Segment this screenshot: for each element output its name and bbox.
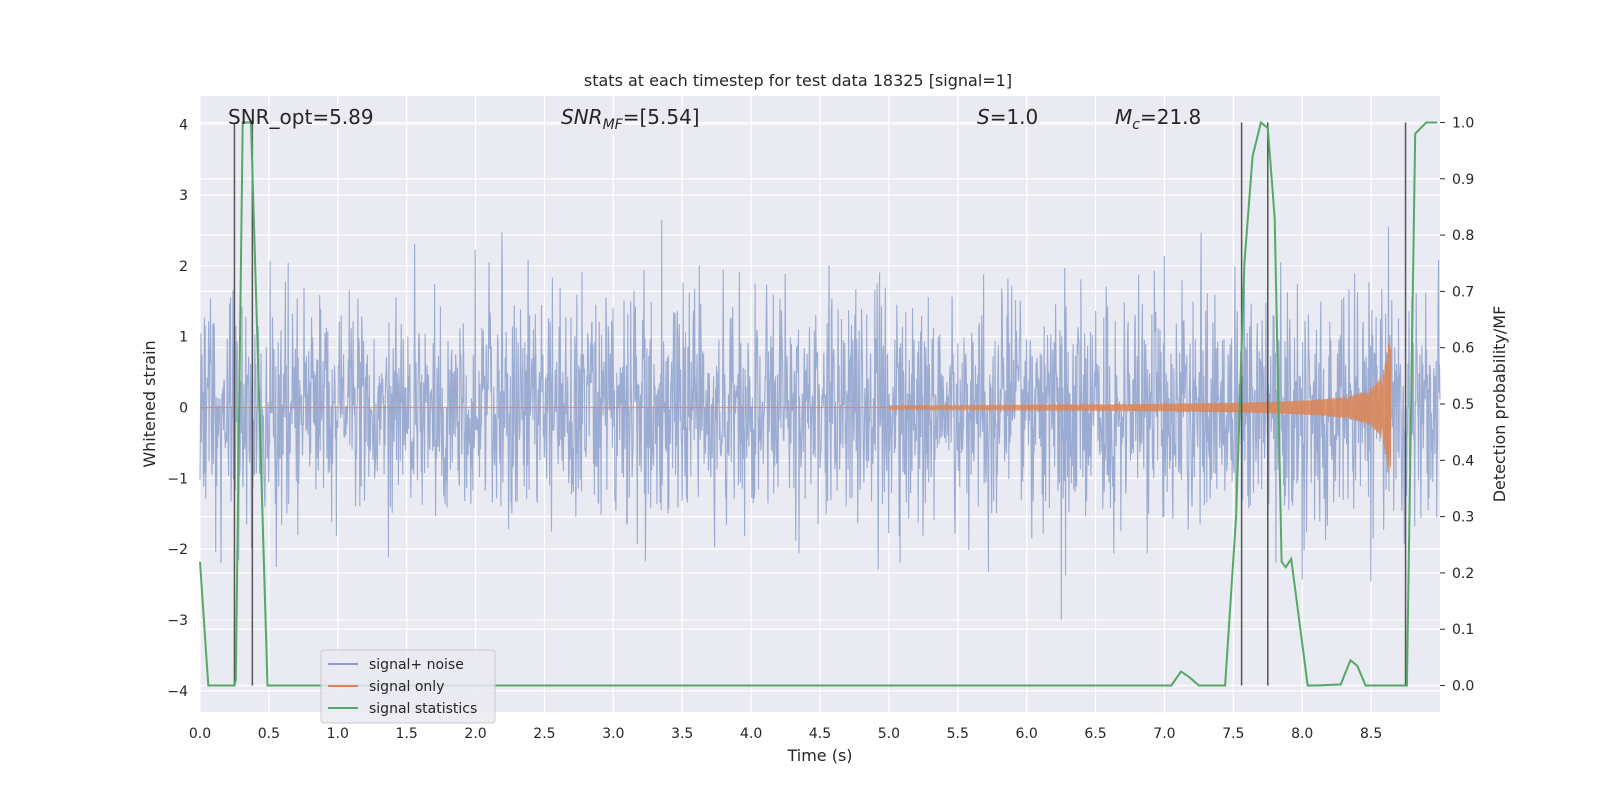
x-tick-label: 6.0	[1016, 726, 1038, 742]
y-right-tick-label: 0.1	[1452, 622, 1474, 638]
chart-title: stats at each timestep for test data 183…	[584, 71, 1012, 90]
annotation-mc-symbol: M	[1115, 105, 1132, 129]
line-signal-noise	[199, 220, 1441, 620]
legend: signal+ noise signal only signal statist…	[320, 649, 496, 724]
x-tick-label: 8.5	[1360, 726, 1382, 742]
y-right-tick-label: 0.3	[1452, 510, 1474, 526]
series-signal-statistics	[199, 120, 1438, 687]
x-axis-ticks: 0.0 0.5 1.0 1.5 2.0 2.5 3.0 3.5 4.0 4.5 5.0 5.5 6.0 6…	[189, 726, 1382, 742]
x-tick-label: 3.0	[602, 726, 624, 742]
x-tick-label: 5.0	[878, 726, 900, 742]
annotation-s-symbol: S	[977, 105, 990, 129]
y-left-tick-label: 2	[179, 259, 188, 275]
series-signal-only	[200, 343, 1392, 473]
y-left-tick-label: −3	[167, 613, 188, 629]
y-right-axis-ticks: 0.0 0.1 0.2 0.3 0.4 0.5 0.6 0.7 0.8 0.9 1.0	[1440, 115, 1474, 695]
x-tick-label: 4.0	[740, 726, 762, 742]
y-right-tick-label: 0.5	[1452, 397, 1474, 413]
line-signal-only	[888, 343, 1392, 473]
x-tick-label: 2.0	[464, 726, 486, 742]
y-right-tick-label: 0.8	[1452, 228, 1474, 244]
x-tick-label: 1.0	[327, 726, 349, 742]
annotation-snr-mf-value: =[5.54]	[623, 105, 700, 129]
annotation-s-value: =1.0	[990, 105, 1039, 129]
y-right-tick-label: 1.0	[1452, 115, 1474, 131]
annotation-mc: Mc=21.8	[1115, 105, 1201, 133]
y-right-tick-label: 0.9	[1452, 172, 1474, 188]
y-left-tick-label: −1	[167, 471, 188, 487]
annotation-snr-mf-subscript: MF	[603, 117, 624, 133]
series-signal-noise	[199, 220, 1441, 620]
x-tick-label: 1.5	[396, 726, 418, 742]
x-tick-label: 0.0	[189, 726, 211, 742]
annotation-snr-mf-symbol: SNR	[561, 105, 603, 129]
annotation-s: S=1.0	[977, 105, 1038, 129]
legend-label-signal-only: signal only	[369, 679, 444, 695]
y-left-tick-label: −2	[167, 542, 188, 558]
annotation-snr-opt: SNR_opt=5.89	[228, 105, 374, 129]
line-signal-statistics	[199, 120, 1438, 687]
x-tick-label: 8.0	[1291, 726, 1313, 742]
y-right-tick-label: 0.0	[1452, 679, 1474, 695]
y-left-tick-label: 3	[179, 188, 188, 204]
x-tick-label: 5.5	[947, 726, 969, 742]
vertical-markers	[233, 122, 1407, 686]
y-left-axis-label: Whitened strain	[140, 340, 159, 467]
annotation-mc-subscript: c	[1132, 117, 1140, 133]
legend-label-signal-noise: signal+ noise	[369, 657, 464, 673]
x-tick-label: 7.0	[1153, 726, 1175, 742]
y-left-axis-ticks: −4 −3 −2 −1 0 1 2 3 4	[167, 117, 188, 699]
y-left-tick-label: 1	[179, 330, 188, 346]
x-tick-label: 7.5	[1222, 726, 1244, 742]
annotation-snr-mf: SNRMF=[5.54]	[561, 105, 700, 133]
x-tick-label: 4.5	[809, 726, 831, 742]
x-tick-label: 6.5	[1084, 726, 1106, 742]
annotation-mc-value: =21.8	[1140, 105, 1201, 129]
y-right-tick-label: 0.2	[1452, 566, 1474, 582]
legend-box	[320, 649, 496, 724]
y-left-tick-label: 0	[179, 401, 188, 417]
x-tick-label: 0.5	[258, 726, 280, 742]
y-left-tick-label: −4	[167, 684, 188, 700]
legend-label-signal-statistics: signal statistics	[369, 701, 477, 717]
y-right-tick-label: 0.4	[1452, 453, 1474, 469]
x-axis-label: Time (s)	[786, 746, 852, 765]
y-right-tick-label: 0.6	[1452, 341, 1474, 357]
y-right-tick-label: 0.7	[1452, 284, 1474, 300]
y-left-tick-label: 4	[179, 117, 188, 133]
x-tick-label: 3.5	[671, 726, 693, 742]
y-right-axis-label: Detection probability/MF	[1490, 306, 1509, 503]
x-tick-label: 2.5	[533, 726, 555, 742]
